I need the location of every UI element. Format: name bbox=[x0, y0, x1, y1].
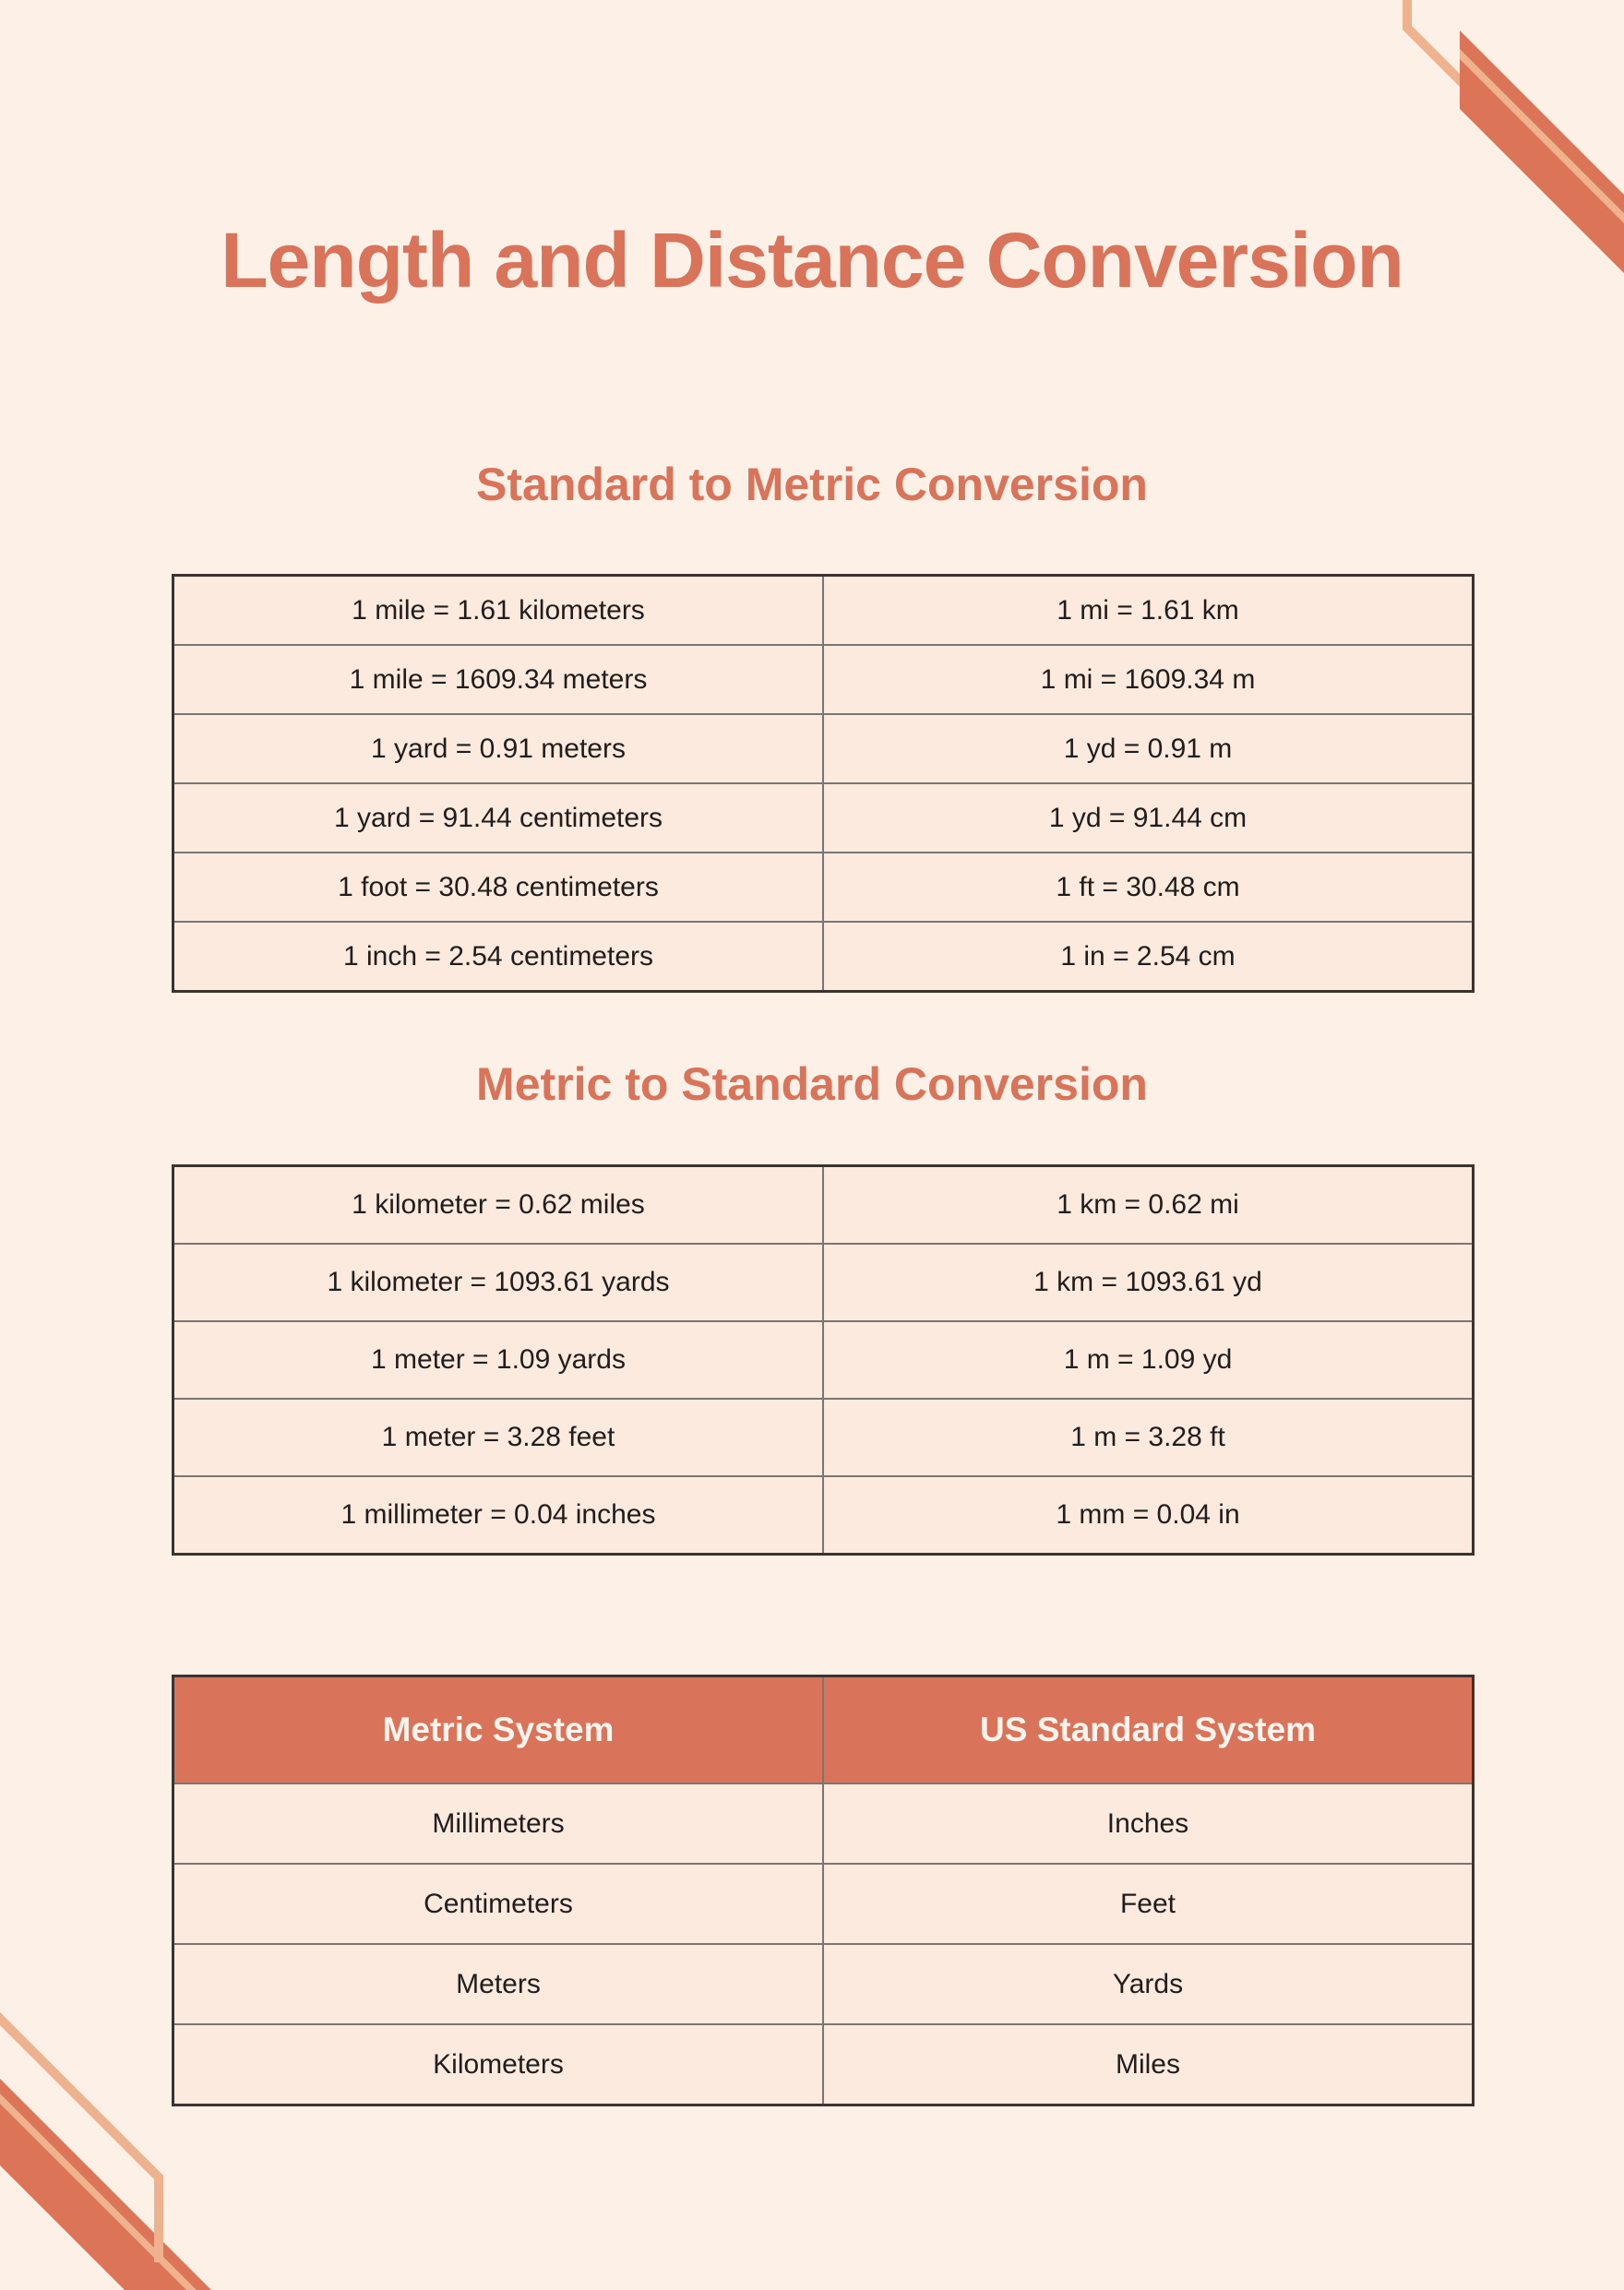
section-heading-metric-to-standard: Metric to Standard Conversion bbox=[476, 1058, 1148, 1110]
metric-unit: Centimeters bbox=[172, 1863, 824, 1945]
table-row: 1 millimeter = 0.04 inches 1 mm = 0.04 i… bbox=[172, 1475, 1475, 1556]
table-row: Centimeters Feet bbox=[172, 1863, 1475, 1945]
conversion-abbrev: 1 mi = 1.61 km bbox=[822, 574, 1475, 646]
standard-to-metric-table: 1 mile = 1.61 kilometers 1 mi = 1.61 km … bbox=[172, 574, 1475, 993]
system-comparison-table: Metric System US Standard System Millime… bbox=[172, 1675, 1475, 2106]
conversion-abbrev: 1 km = 1093.61 yd bbox=[822, 1243, 1475, 1322]
conversion-full: 1 foot = 30.48 centimeters bbox=[172, 852, 824, 923]
us-standard-system-header: US Standard System bbox=[822, 1675, 1475, 1784]
table-row: 1 meter = 3.28 feet 1 m = 3.28 ft bbox=[172, 1398, 1475, 1477]
table-row: 1 kilometer = 1093.61 yards 1 km = 1093.… bbox=[172, 1243, 1475, 1322]
metric-to-standard-table: 1 kilometer = 0.62 miles 1 km = 0.62 mi … bbox=[172, 1164, 1475, 1556]
conversion-abbrev: 1 km = 0.62 mi bbox=[822, 1164, 1475, 1245]
conversion-abbrev: 1 m = 3.28 ft bbox=[822, 1398, 1475, 1477]
table-row: 1 inch = 2.54 centimeters 1 in = 2.54 cm bbox=[172, 921, 1475, 993]
conversion-abbrev: 1 yd = 0.91 m bbox=[822, 713, 1475, 784]
conversion-full: 1 yard = 91.44 centimeters bbox=[172, 782, 824, 853]
conversion-abbrev: 1 mm = 0.04 in bbox=[822, 1475, 1475, 1556]
conversion-full: 1 kilometer = 1093.61 yards bbox=[172, 1243, 824, 1322]
conversion-abbrev: 1 ft = 30.48 cm bbox=[822, 852, 1475, 923]
conversion-full: 1 meter = 3.28 feet bbox=[172, 1398, 824, 1477]
table-row: 1 meter = 1.09 yards 1 m = 1.09 yd bbox=[172, 1320, 1475, 1400]
conversion-full: 1 meter = 1.09 yards bbox=[172, 1320, 824, 1400]
conversion-abbrev: 1 mi = 1609.34 m bbox=[822, 644, 1475, 715]
conversion-abbrev: 1 m = 1.09 yd bbox=[822, 1320, 1475, 1400]
metric-unit: Millimeters bbox=[172, 1783, 824, 1865]
conversion-full: 1 inch = 2.54 centimeters bbox=[172, 921, 824, 993]
table-row: 1 yard = 0.91 meters 1 yd = 0.91 m bbox=[172, 713, 1475, 784]
table-row: 1 yard = 91.44 centimeters 1 yd = 91.44 … bbox=[172, 782, 1475, 853]
conversion-full: 1 kilometer = 0.62 miles bbox=[172, 1164, 824, 1245]
conversion-abbrev: 1 yd = 91.44 cm bbox=[822, 782, 1475, 853]
thin-diagonal-line bbox=[0, 2011, 163, 2262]
table-header-row: Metric System US Standard System bbox=[172, 1675, 1475, 1784]
us-unit: Inches bbox=[822, 1783, 1475, 1865]
table-row: Meters Yards bbox=[172, 1943, 1475, 2025]
metric-unit: Kilometers bbox=[172, 2023, 824, 2106]
conversion-full: 1 mile = 1609.34 meters bbox=[172, 644, 824, 715]
conversion-full: 1 millimeter = 0.04 inches bbox=[172, 1475, 824, 1556]
table-row: 1 kilometer = 0.62 miles 1 km = 0.62 mi bbox=[172, 1164, 1475, 1245]
us-unit: Miles bbox=[822, 2023, 1475, 2106]
table-row: 1 mile = 1609.34 meters 1 mi = 1609.34 m bbox=[172, 644, 1475, 715]
conversion-abbrev: 1 in = 2.54 cm bbox=[822, 921, 1475, 993]
table-row: Millimeters Inches bbox=[172, 1783, 1475, 1865]
table-row: 1 foot = 30.48 centimeters 1 ft = 30.48 … bbox=[172, 852, 1475, 923]
us-unit: Feet bbox=[822, 1863, 1475, 1945]
metric-system-header: Metric System bbox=[172, 1675, 824, 1784]
section-heading-standard-to-metric: Standard to Metric Conversion bbox=[476, 459, 1148, 510]
conversion-full: 1 mile = 1.61 kilometers bbox=[172, 574, 824, 646]
conversion-full: 1 yard = 0.91 meters bbox=[172, 713, 824, 784]
us-unit: Yards bbox=[822, 1943, 1475, 2025]
table-row: Kilometers Miles bbox=[172, 2023, 1475, 2106]
table-row: 1 mile = 1.61 kilometers 1 mi = 1.61 km bbox=[172, 574, 1475, 646]
metric-unit: Meters bbox=[172, 1943, 824, 2025]
page-title: Length and Distance Conversion bbox=[221, 217, 1404, 304]
